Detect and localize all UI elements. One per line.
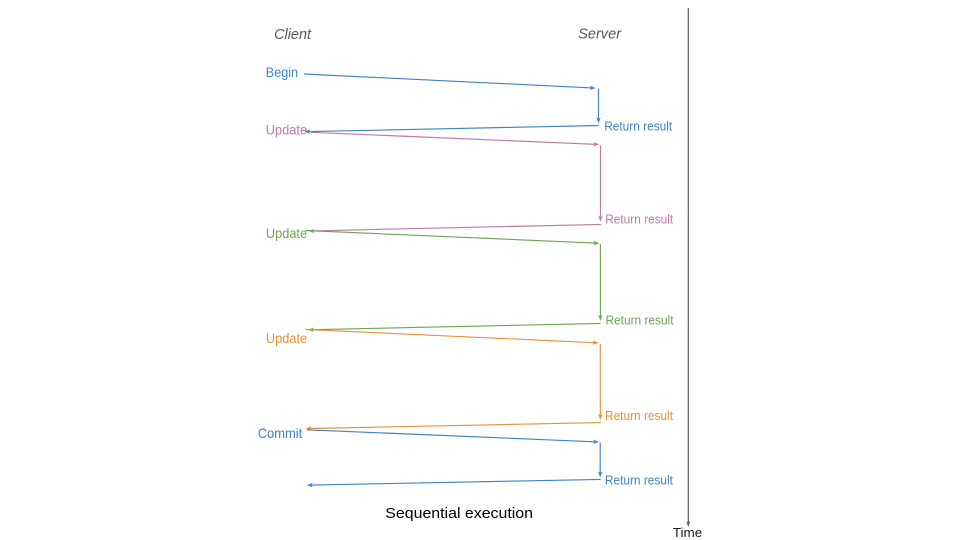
svg-text:Client: Client xyxy=(274,26,312,43)
svg-text:Return result: Return result xyxy=(606,313,674,328)
svg-text:Return result: Return result xyxy=(605,408,673,423)
svg-text:Sequential execution: Sequential execution xyxy=(385,505,533,522)
svg-text:Begin: Begin xyxy=(266,64,298,80)
svg-text:Server: Server xyxy=(578,26,622,43)
svg-text:Update: Update xyxy=(266,330,307,346)
svg-text:Commit: Commit xyxy=(258,425,303,441)
svg-text:Return result: Return result xyxy=(604,118,672,133)
svg-text:Time: Time xyxy=(673,525,702,540)
svg-text:Update: Update xyxy=(266,225,307,241)
svg-text:Return result: Return result xyxy=(605,211,673,226)
svg-text:Update: Update xyxy=(266,121,308,137)
svg-text:Return result: Return result xyxy=(605,473,673,488)
